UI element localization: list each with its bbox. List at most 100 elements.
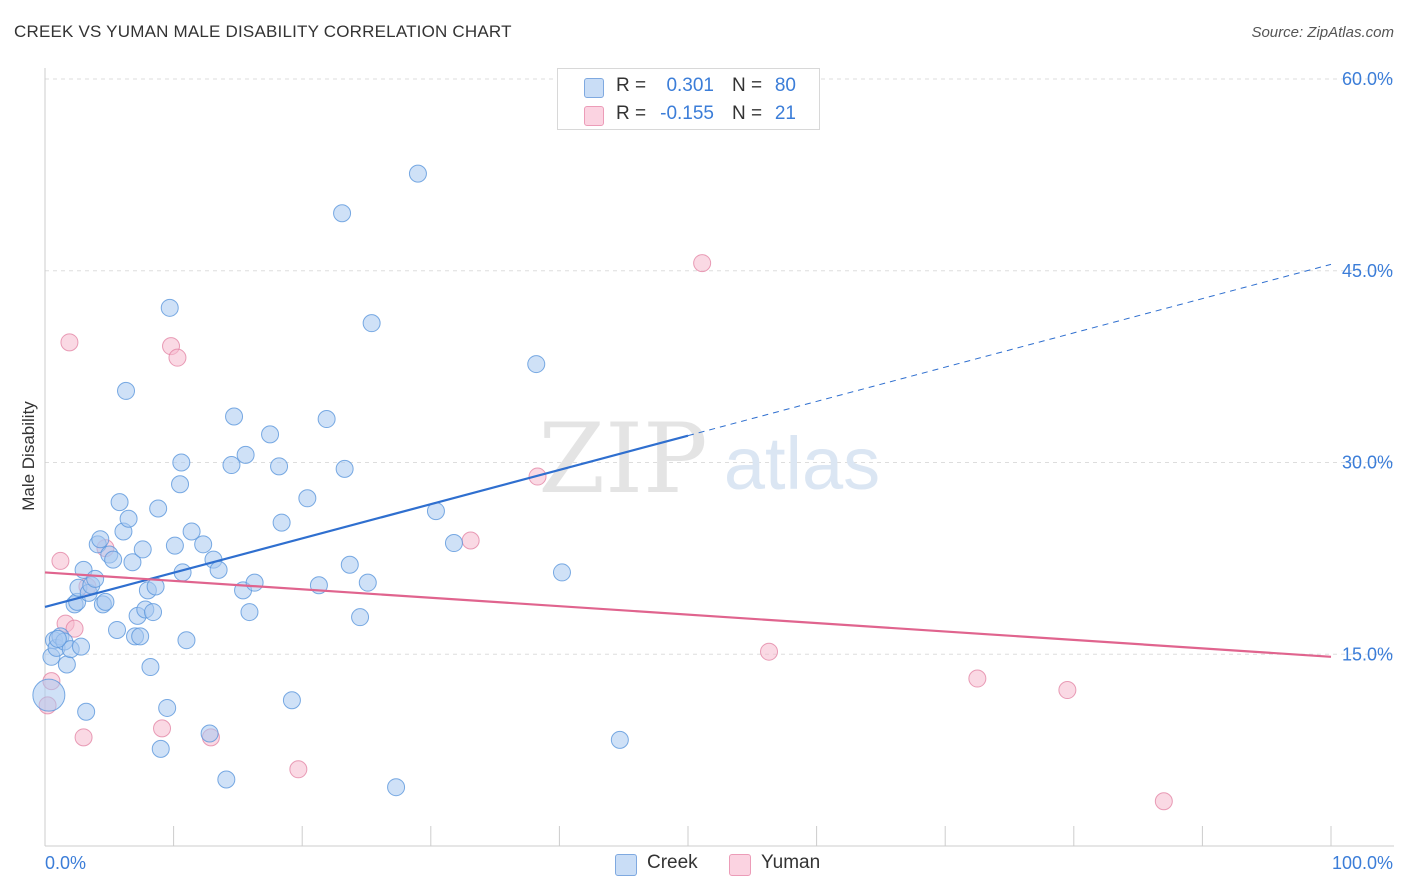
yuman-point — [74, 728, 93, 747]
yuman-point — [760, 642, 779, 661]
creek-point — [123, 553, 142, 572]
n-value: 21 — [774, 103, 796, 124]
creek-legend-swatch — [615, 854, 637, 876]
r-label: R = — [616, 103, 647, 124]
yuman-point — [51, 551, 70, 570]
trend-lines — [44, 263, 1332, 658]
creek-point — [141, 658, 160, 677]
n-label: N = — [732, 103, 763, 124]
yuman-trend-line — [44, 571, 1332, 658]
creek-point — [245, 573, 264, 592]
yuman-point — [289, 760, 308, 779]
creek-point — [240, 603, 259, 622]
yuman-legend-swatch — [729, 854, 751, 876]
legend-row-creek: R = 0.301 N = 80 — [558, 72, 819, 100]
axes — [44, 68, 1394, 847]
creek-point — [387, 778, 406, 797]
creek-point — [200, 724, 219, 743]
creek-point — [317, 410, 336, 429]
creek-point — [272, 513, 291, 532]
creek-swatch — [584, 78, 604, 98]
creek-point — [261, 425, 280, 444]
legend-label-creek: Creek — [647, 852, 698, 873]
creek-point — [444, 534, 463, 553]
creek-point — [282, 691, 301, 710]
creek-point — [610, 730, 629, 749]
yuman-point — [968, 669, 987, 688]
creek-point — [133, 540, 152, 559]
creek-point — [104, 550, 123, 569]
creek-point — [77, 702, 96, 721]
creek-point — [48, 629, 67, 648]
grid-lines — [45, 78, 1394, 655]
creek-point — [351, 608, 370, 627]
creek-point — [182, 522, 201, 541]
creek-point — [91, 530, 110, 549]
creek-point — [96, 592, 115, 611]
creek-point — [119, 509, 138, 528]
creek-point — [117, 381, 136, 400]
x-tick-label: 0.0% — [45, 853, 86, 873]
yuman-swatch — [584, 106, 604, 126]
chart-source: Source: ZipAtlas.com — [1251, 24, 1394, 41]
y-tick-label: 60.0% — [1342, 69, 1393, 89]
creek-series — [32, 164, 629, 797]
creek-point — [144, 603, 163, 622]
creek-point — [335, 459, 354, 478]
creek-point — [298, 489, 317, 508]
n-value: 80 — [774, 75, 796, 96]
creek-point — [57, 655, 76, 674]
watermark-atlas: atlas — [724, 422, 880, 505]
x-tick-label: 100.0% — [1332, 853, 1393, 873]
y-axis-label: Male Disability — [19, 401, 38, 511]
creek-point — [270, 457, 289, 476]
yuman-point — [1058, 681, 1077, 700]
creek-point — [171, 475, 190, 494]
r-value: 0.301 — [666, 75, 714, 96]
legend-row-yuman: R = -0.155 N = 21 — [558, 100, 819, 128]
creek-point — [172, 453, 191, 472]
creek-point — [333, 204, 352, 223]
creek-point — [358, 573, 377, 592]
creek-point — [158, 698, 177, 717]
yuman-point — [461, 531, 480, 550]
yuman-point — [60, 333, 79, 352]
creek-point — [160, 298, 179, 317]
creek-point — [362, 314, 381, 333]
correlation-legend: R = 0.301 N = 80 R = -0.155 N = 21 — [557, 68, 820, 130]
y-tick-label: 15.0% — [1342, 644, 1393, 664]
watermark-zip: ZIP — [538, 403, 707, 515]
creek-point — [236, 445, 255, 464]
creek-point — [225, 407, 244, 426]
y-tick-label: 30.0% — [1342, 453, 1393, 473]
creek-point — [408, 164, 427, 183]
n-label: N = — [732, 75, 763, 96]
zipatlas-watermark: ZIP atlas — [538, 403, 880, 515]
creek-point — [86, 569, 105, 588]
legend-label-yuman: Yuman — [761, 852, 821, 873]
creek-point — [32, 678, 66, 712]
r-value: -0.155 — [660, 103, 714, 124]
creek-point — [151, 739, 170, 758]
creek-point — [527, 355, 546, 374]
y-tick-label: 45.0% — [1342, 261, 1393, 281]
creek-point — [149, 499, 168, 518]
creek-point — [131, 627, 150, 646]
yuman-point — [1154, 792, 1173, 811]
yuman-point — [153, 719, 172, 738]
yuman-point — [168, 348, 187, 367]
tick-labels: 15.0% 30.0% 45.0% 60.0% 0.0% 100.0% — [45, 69, 1393, 873]
creek-point — [552, 563, 571, 582]
chart-title: CREEK VS YUMAN MALE DISABILITY CORRELATI… — [14, 22, 512, 41]
creek-point — [194, 535, 213, 554]
r-label: R = — [616, 75, 647, 96]
creek-point — [108, 620, 127, 639]
creek-point — [72, 637, 91, 656]
creek-point — [177, 631, 196, 650]
creek-trend-extension — [687, 263, 1332, 437]
creek-point — [217, 770, 236, 789]
yuman-point — [693, 254, 712, 273]
yuman-point — [65, 619, 84, 638]
creek-point — [209, 560, 228, 579]
